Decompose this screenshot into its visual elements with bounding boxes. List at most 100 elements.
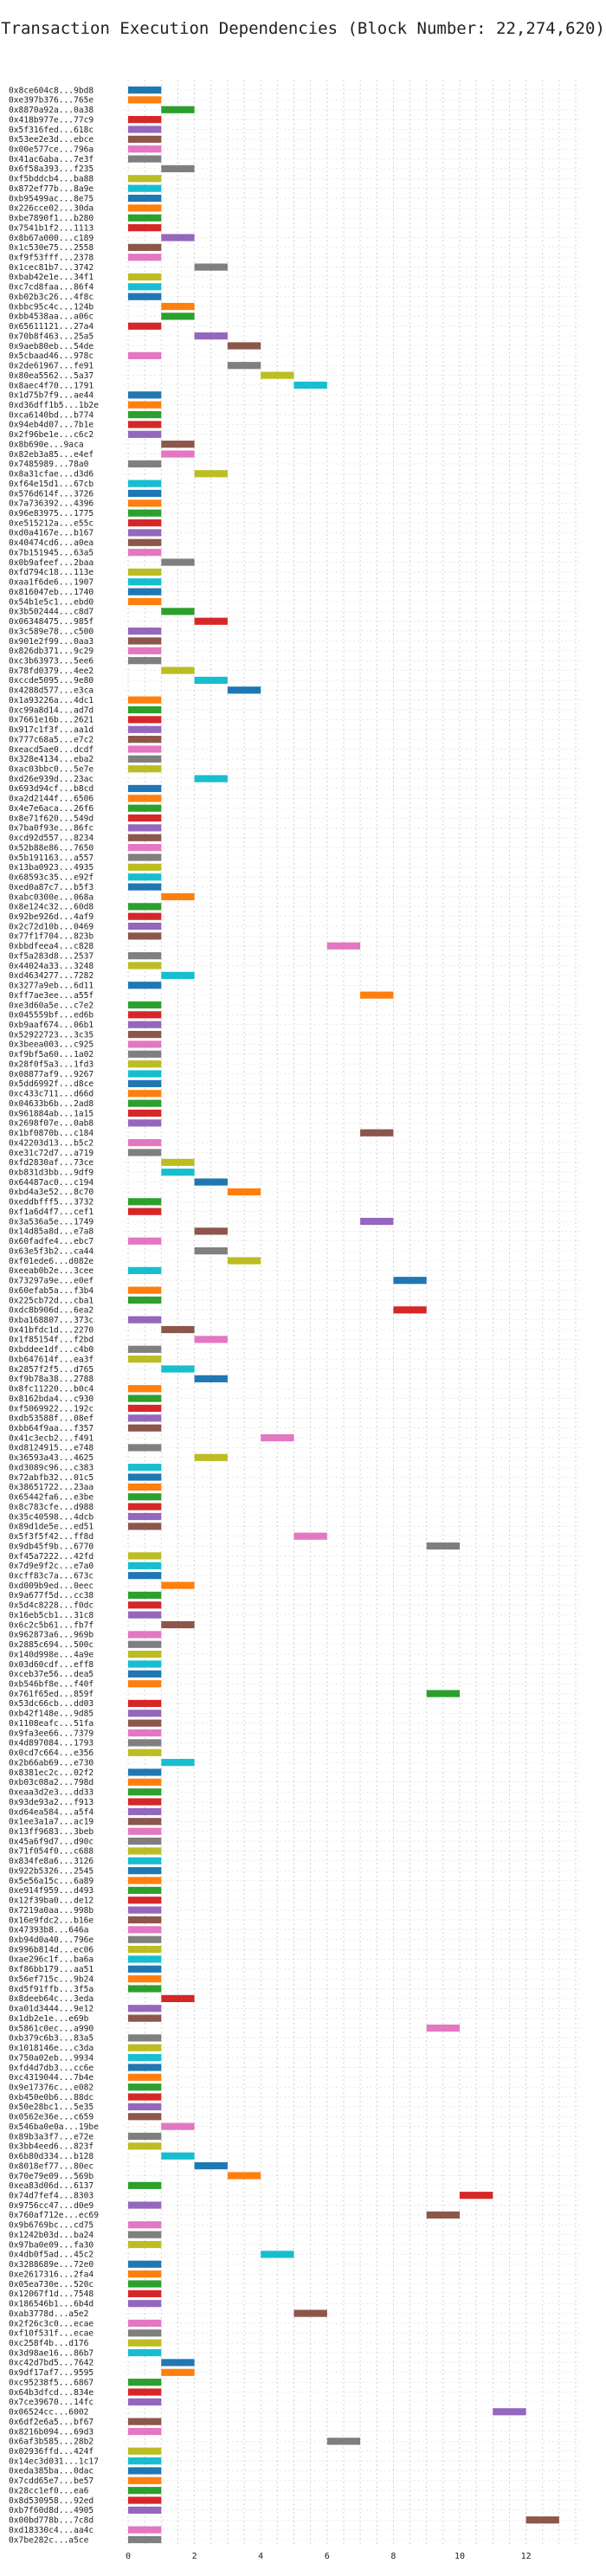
transaction-bar [128, 1394, 162, 1402]
transaction-bar [128, 1768, 162, 1776]
transaction-bar [194, 1375, 228, 1382]
transaction-label: 0xf5a283d8...2537 [9, 951, 93, 961]
x-tick-label: 12 [521, 2552, 532, 2561]
transaction-label: 0x3c589e78...c500 [9, 627, 93, 636]
transaction-bar [128, 126, 162, 133]
transaction-label: 0xabc0300e...068a [9, 892, 93, 902]
transaction-label: 0xbd4a3e52...8c70 [9, 1188, 93, 1197]
transaction-bar [128, 2014, 162, 2022]
transaction-bar [128, 155, 162, 163]
transaction-bar [426, 1542, 460, 1550]
transaction-bar [128, 1562, 162, 1569]
transaction-label: 0xb831d3bb...9df9 [9, 1169, 93, 1178]
transaction-bar [128, 1021, 162, 1028]
transaction-label: 0x63e5f3b2...ca44 [9, 1246, 93, 1256]
transaction-bar [161, 2122, 195, 2130]
transaction-label: 0xf45a7222...42fd [9, 1552, 93, 1562]
transaction-bar [128, 2064, 162, 2071]
transaction-label: 0x52922723...3c35 [9, 1030, 93, 1040]
transaction-bar [128, 1493, 162, 1501]
transaction-bar [128, 2339, 162, 2347]
transaction-bar [128, 1651, 162, 1658]
transaction-bar [128, 834, 162, 841]
transaction-bar [426, 1690, 460, 1697]
transaction-label: 0x1108eafc...51fa [9, 1719, 93, 1729]
transaction-bar [128, 1739, 162, 1747]
transaction-label: 0x9b6769bc...cd75 [9, 2221, 93, 2231]
transaction-bar [128, 1090, 162, 1098]
transaction-label: 0x12f39ba0...de12 [9, 1897, 93, 1906]
transaction-bar [128, 2487, 162, 2495]
transaction-bar [128, 1356, 162, 1363]
transaction-bar [128, 1099, 162, 1107]
transaction-bar [161, 1325, 195, 1334]
transaction-label: 0x13ff9683...3beb [9, 1827, 93, 1837]
transaction-bar [128, 952, 162, 960]
transaction-label: 0x576d614f...3726 [9, 489, 93, 499]
transaction-label: 0x41ac6aba...7e3f [9, 155, 93, 164]
transaction-bar [128, 2044, 162, 2051]
transaction-bar [128, 912, 162, 920]
transaction-label: 0x8ce604c8...9bd8 [9, 86, 93, 95]
transaction-bar [128, 2379, 162, 2386]
transaction-label: 0x6c2c5b61...fb7f [9, 1620, 93, 1630]
transaction-bar [261, 1433, 294, 1442]
transaction-label: 0x73297a9e...e0ef [9, 1277, 93, 1286]
transaction-bar [128, 1906, 162, 1914]
transaction-label: 0x3288689e...72e0 [9, 2260, 93, 2270]
transaction-label: 0xf01ede6...d082e [9, 1257, 93, 1266]
transaction-bar [128, 2083, 162, 2091]
transaction-bar [128, 351, 162, 359]
transaction-bar [128, 628, 162, 635]
transaction-bar [128, 1837, 162, 1845]
transaction-label: 0x40474cd6...a0ea [9, 538, 93, 548]
transaction-bar [128, 1699, 162, 1708]
transaction-bar [360, 991, 394, 999]
transaction-bar [227, 2172, 261, 2180]
transaction-label: 0x53ee2e3d...ebce [9, 135, 93, 145]
transaction-bar [128, 2054, 162, 2062]
transaction-label: 0x03d60cdf...eff8 [9, 1660, 93, 1670]
x-tick-label: 2 [192, 2552, 197, 2561]
transaction-bar [128, 903, 162, 911]
transaction-bar [128, 568, 162, 576]
transaction-bar [128, 293, 162, 300]
transaction-label: 0xb02b3c26...4f8c [9, 293, 93, 302]
transaction-bar [128, 480, 162, 487]
transaction-bar [426, 2024, 460, 2032]
transaction-bar [227, 1257, 261, 1265]
transaction-label: 0x225cb72d...cba1 [9, 1296, 93, 1305]
transaction-bar [128, 873, 162, 881]
transaction-label: 0x8b690e...9aca [9, 440, 84, 449]
transaction-label: 0x7ba0f93e...86fc [9, 824, 93, 834]
transaction-label: 0xd4634277...7282 [9, 971, 93, 981]
transaction-label: 0x65611121...27a4 [9, 322, 93, 332]
transaction-bar [128, 1414, 162, 1422]
transaction-label: 0xba168807...373c [9, 1316, 93, 1325]
transaction-bar [128, 2073, 162, 2081]
transaction-label: 0xf9bf5a60...1a02 [9, 1050, 93, 1059]
transaction-label: 0xb95499ac...8e75 [9, 194, 93, 203]
transaction-bar [128, 863, 162, 871]
transaction-bar [393, 1306, 427, 1314]
transaction-bar [128, 1345, 162, 1353]
transaction-bar [128, 705, 162, 714]
transaction-label: 0x92be926d...4af9 [9, 912, 93, 922]
transaction-label: 0x3beea003...c925 [9, 1040, 93, 1050]
transaction-bar [128, 804, 162, 812]
transaction-label: 0x2885c694...500c [9, 1640, 93, 1650]
transaction-label: 0x2f26c3c0...ecae [9, 2319, 93, 2328]
transaction-label: 0xb647614f...ea3f [9, 1355, 93, 1364]
transaction-label: 0x71f054f0...c688 [9, 1847, 93, 1857]
transaction-bar [128, 1807, 162, 1816]
transaction-label: 0x4d897084...1793 [9, 1739, 93, 1748]
transaction-bar [128, 922, 162, 931]
transaction-label: 0x693d94cf...b8cd [9, 784, 93, 794]
transaction-label: 0x8216b094...69d3 [9, 2427, 93, 2437]
transaction-bar [128, 2201, 162, 2209]
transaction-label: 0x8018ef77...80ec [9, 2161, 93, 2171]
transaction-label: 0x41c3ecb2...f491 [9, 1433, 93, 1443]
transaction-label: 0x3277a9eb...6d11 [9, 982, 93, 991]
transaction-label: 0xd64ea584...a5f4 [9, 1807, 93, 1817]
transaction-label: 0x60fadfe4...ebc7 [9, 1237, 93, 1246]
